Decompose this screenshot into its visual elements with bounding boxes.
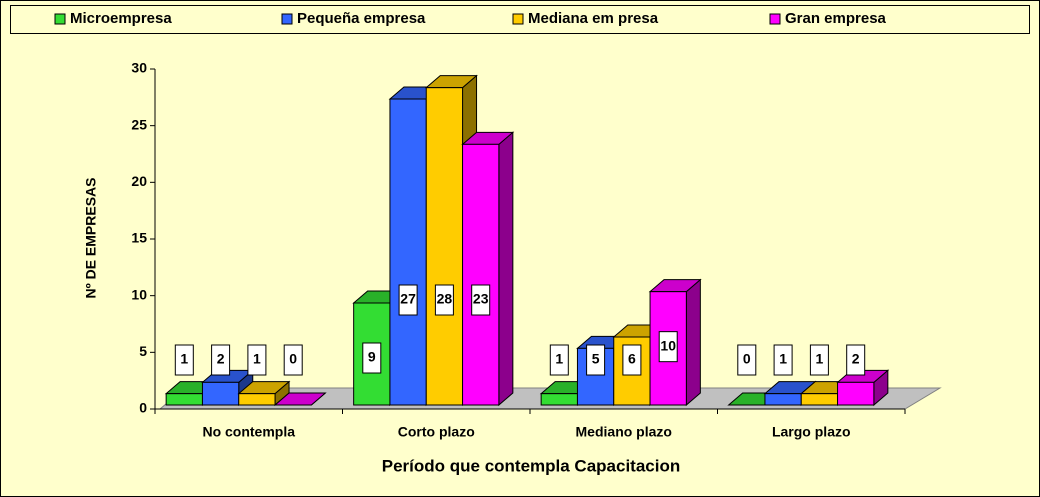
data-label: 1 [816, 351, 824, 367]
data-label: 0 [289, 351, 297, 367]
data-label: 1 [180, 351, 188, 367]
data-label: 5 [592, 351, 600, 367]
data-label-box [247, 344, 267, 376]
data-label-box [362, 342, 382, 374]
data-label-box [471, 284, 491, 316]
data-label: 1 [253, 351, 261, 367]
x-tick-label: Mediano plazo [576, 424, 672, 440]
y-tick-label: 15 [131, 230, 147, 246]
data-label: 2 [217, 351, 225, 367]
bar [389, 98, 427, 406]
y-axis-label: Nº DE EMPRESAS [83, 177, 99, 298]
data-label-box [773, 344, 793, 376]
data-label: 6 [628, 351, 636, 367]
legend-label: Microempresa [70, 10, 172, 27]
data-label: 2 [852, 351, 860, 367]
bar-top [273, 392, 327, 406]
data-label: 27 [400, 291, 416, 307]
legend-swatch [54, 13, 66, 25]
data-label-box [658, 331, 678, 363]
bar [800, 393, 839, 406]
x-axis-label: Período que contempla Capacitacion [382, 456, 681, 475]
x-tick-label: Corto plazo [398, 424, 475, 440]
data-label: 28 [437, 291, 453, 307]
data-label-box [398, 284, 418, 316]
legend-swatch [512, 13, 524, 25]
data-label: 23 [473, 291, 489, 307]
y-tick-label: 10 [131, 286, 147, 302]
y-tick-label: 20 [131, 173, 147, 189]
bar-side [498, 131, 514, 407]
data-label-box [846, 344, 866, 376]
y-tick-label: 30 [131, 60, 147, 76]
x-tick-label: Largo plazo [772, 424, 851, 440]
data-label-box [622, 344, 642, 376]
data-label-box [283, 344, 303, 376]
data-label-box [809, 344, 829, 376]
bar [540, 393, 578, 406]
data-label: 10 [660, 337, 676, 353]
y-tick-label: 25 [131, 116, 147, 132]
data-label: 9 [368, 349, 376, 365]
y-tick-label: 5 [139, 343, 147, 359]
data-label-box [211, 344, 231, 376]
bar [462, 143, 500, 406]
legend-swatch [281, 13, 293, 25]
bar [576, 347, 615, 406]
data-label-box [737, 344, 757, 376]
bar [425, 87, 464, 406]
data-label: 1 [555, 351, 563, 367]
bar [238, 393, 276, 406]
bar-side [685, 278, 701, 407]
y-tick-label: 0 [139, 400, 147, 416]
data-label: 0 [743, 351, 751, 367]
data-label-box [586, 344, 606, 376]
data-label-box [549, 344, 569, 376]
bar [837, 381, 875, 406]
legend-swatch [769, 13, 781, 25]
bar [764, 393, 802, 406]
x-tick-label: No contempla [202, 424, 295, 440]
legend-label: Mediana em presa [528, 10, 659, 27]
data-label: 1 [779, 351, 787, 367]
legend-label: Gran empresa [785, 10, 887, 27]
bar [201, 381, 240, 406]
bar [165, 393, 203, 406]
legend-label: Pequeña empresa [297, 10, 426, 27]
data-label-box [434, 284, 454, 316]
data-label-box [174, 344, 194, 376]
